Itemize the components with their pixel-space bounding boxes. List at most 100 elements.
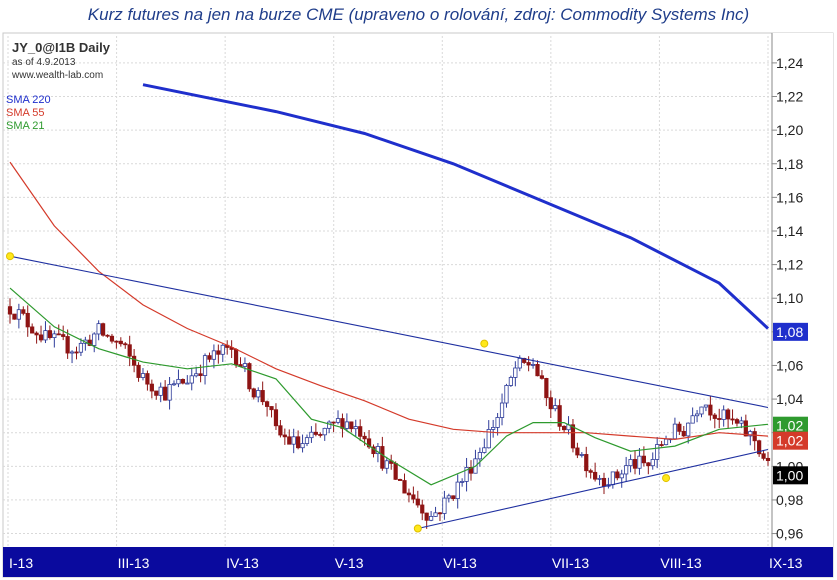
x-tick-label: IX-13 [769,555,803,571]
candle-body [641,455,646,464]
candle-body [105,334,110,337]
candle-body [180,378,185,384]
candle-body [743,420,748,437]
candle-body [340,418,345,429]
candle-body [526,362,531,366]
candle-body [460,481,465,483]
candle-body [300,443,305,449]
candle-body [25,312,30,328]
candle-body [655,444,660,460]
candle-body [242,363,248,367]
candle-body [114,340,119,343]
candle-body [570,424,576,449]
candle-body [726,409,731,420]
candle-body [402,480,407,494]
candle-body [384,460,389,469]
candle-body [194,373,199,377]
x-tick-label: I-13 [9,555,33,571]
candle-body [30,326,35,334]
candle-body [717,418,722,420]
candle-body [482,447,487,453]
candle-body [251,388,256,398]
candle-body [256,390,261,398]
candle-body [446,495,451,499]
candle-body [16,309,21,320]
price-tag [773,322,808,341]
candle-body [136,364,141,378]
price-tag [773,416,808,435]
candle-body [672,423,678,440]
price-tag [773,466,808,485]
candle-body [624,465,629,475]
candle-body [610,471,615,486]
candle-body [632,459,638,469]
candle-body [393,463,398,480]
candle-body [681,430,686,437]
trendlines [6,252,769,533]
candle-body [145,373,150,385]
candle-body [491,427,496,430]
candle-body [327,421,332,429]
candle-body [646,462,651,467]
candle-body [349,421,354,430]
x-tick-label: IV-13 [226,555,259,571]
candle-body [553,405,558,410]
candle-body [43,330,48,341]
candle-body [486,429,491,449]
candle-body [451,495,456,500]
candle-body [757,440,762,455]
y-tick-label: 1,20 [776,122,803,138]
candle-body [189,375,194,384]
price-tag-label: 1,08 [776,324,803,340]
y-tick-label: 1,18 [776,156,803,172]
price-tag [773,431,808,450]
candle-body [530,364,536,366]
candle-body [69,351,75,354]
candle-body [615,471,620,479]
candle-body [61,334,66,337]
candle-body [468,467,474,474]
y-tick-label: 1,10 [776,290,803,306]
candle-body [282,434,287,438]
candle-body [52,333,57,339]
candle-body [233,349,239,365]
candle-body [748,431,753,437]
candle-body [721,409,726,420]
x-tick-label: VIII-13 [660,555,701,571]
trendline [417,448,769,530]
moving-averages [9,83,770,486]
candle-body [264,401,270,407]
candle-body [477,452,482,460]
candle-body [584,454,589,472]
candle-body [411,494,416,500]
candle-body [380,446,385,469]
candle-body [74,351,79,354]
candle-body [517,357,522,369]
y-axis: 1,24 1,22 1,20 1,18 1,16 1,14 1,12 1,10 1,08 1,06… [772,55,803,542]
candle-body [21,309,26,314]
candle-body [353,426,358,430]
candle-body [499,402,505,418]
candle-body [406,492,412,496]
candle-body [557,405,562,427]
candle-body [686,422,691,437]
y-tick-label: 1,24 [776,55,803,71]
candle-body [601,477,607,487]
candle-body [539,375,545,379]
x-tick-label: V-13 [335,555,364,571]
candle-body [362,435,367,440]
candle-body [47,330,52,339]
candle-body [34,332,39,336]
price-tag-label: 1,02 [776,418,803,434]
candle-body [171,383,177,386]
candle-body [708,404,713,416]
trendline [9,255,769,409]
candle-body [734,419,740,424]
candle-body [694,413,700,417]
candle-body [154,390,159,396]
candle-body [761,453,766,459]
candle-body [216,350,221,355]
y-tick-label: 1,16 [776,189,803,205]
sma-line-sma-220 [142,83,770,330]
candle-body [176,378,181,385]
